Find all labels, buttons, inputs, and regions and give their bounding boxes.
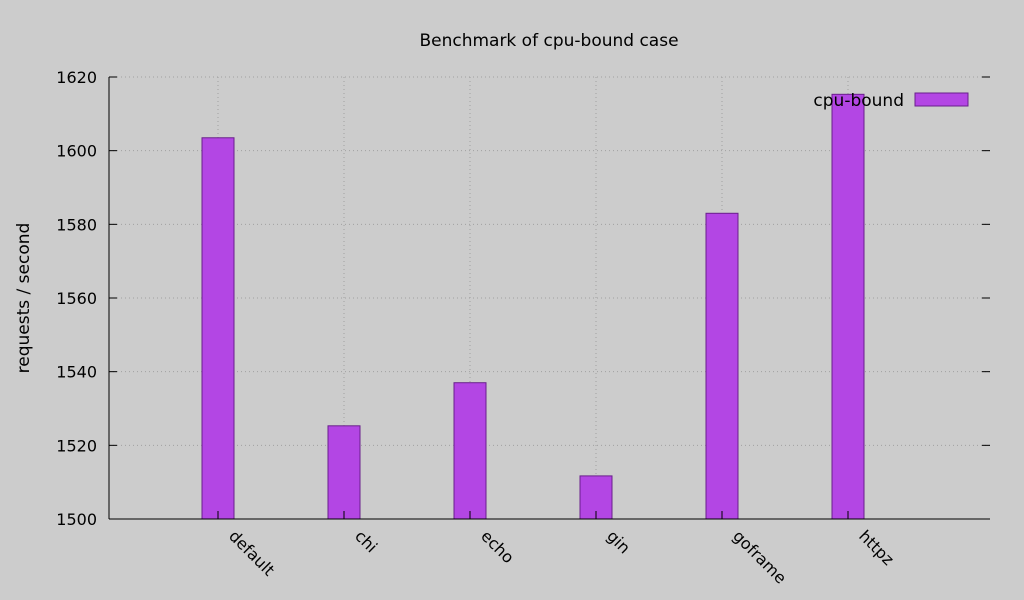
y-tick-label: 1520 <box>56 436 97 455</box>
y-axis-label: requests / second <box>14 223 34 374</box>
y-tick-label: 1580 <box>56 215 97 234</box>
y-tick-label: 1560 <box>56 289 97 308</box>
x-tick-label: goframe <box>729 526 790 587</box>
x-tick-label: default <box>225 526 278 579</box>
x-tick-label: gin <box>603 526 634 557</box>
y-tick-label: 1600 <box>56 142 97 161</box>
bar-httpz <box>831 93 865 520</box>
legend: cpu-bound <box>813 91 969 111</box>
y-tick-label: 1540 <box>56 363 97 382</box>
x-tick-label: chi <box>351 526 381 556</box>
x-ticks: default chi echo gin goframe httpz <box>217 511 898 587</box>
bar-echo <box>453 382 487 520</box>
chart-title: Benchmark of cpu-bound case <box>419 31 678 51</box>
y-tick-label: 1500 <box>56 510 97 529</box>
y-tick-label: 1620 <box>56 68 97 87</box>
legend-label: cpu-bound <box>813 91 904 111</box>
x-tick-label: httpz <box>855 526 898 569</box>
y-ticks: 1500 1520 1540 1560 1580 1600 1620 <box>56 68 990 529</box>
bar-default <box>201 137 235 520</box>
legend-swatch <box>914 92 969 107</box>
bar-chi <box>327 425 361 520</box>
bar-goframe <box>705 212 739 520</box>
x-tick-label: echo <box>477 526 518 567</box>
bars <box>201 93 865 520</box>
